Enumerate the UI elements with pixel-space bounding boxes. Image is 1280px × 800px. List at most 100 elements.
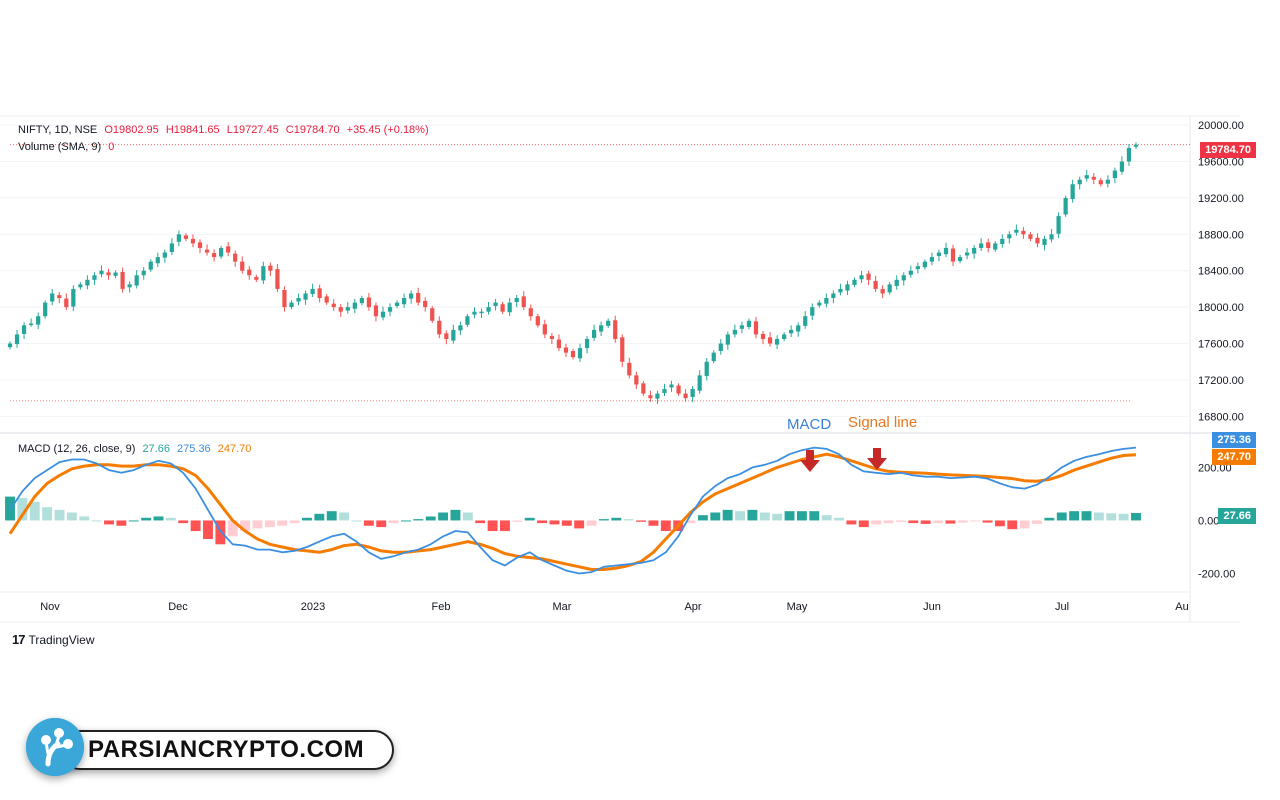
macd-histogram-bar [240,520,251,532]
time-tick-label: Jul [1055,601,1069,613]
candle-body [880,288,885,294]
candle-body [409,293,414,299]
candle [711,350,716,364]
candle [599,321,604,336]
watermark-text: PARSIANCRYPTO.COM [88,736,365,763]
macd-histogram-bar [735,511,745,521]
candle [493,298,498,311]
macd-histogram [5,496,1141,545]
candle-body [894,279,899,287]
macd-histogram-bar [487,520,498,532]
candle-body [141,270,146,276]
macd-histogram-bar [586,520,597,526]
candle-body [254,276,259,280]
macd-histogram-bar [549,520,560,525]
change-value: +35.45 (+0.18%) [346,124,429,136]
candle-body [908,270,913,275]
macd-histogram-bar [54,509,65,521]
candle-body [211,253,217,258]
macd-histogram-bar [574,520,585,529]
candle-body [753,321,759,335]
candle [1126,144,1132,166]
macd-histogram-bar [834,517,844,521]
candle-body [852,279,857,285]
candle [352,298,357,314]
candle-body [289,302,294,308]
price-tick-label: 18400.00 [1198,266,1244,278]
candle-body [782,334,787,339]
candle-body [472,311,477,315]
macd-histogram-bar [846,520,857,525]
candle-body [366,297,372,308]
candle-body [282,290,287,308]
candle [507,298,512,316]
candle [1056,212,1061,239]
candle-body [979,243,984,248]
candle [99,265,104,278]
candle-body [964,252,970,256]
candle-body [683,393,688,399]
candle-body [1084,175,1089,179]
macd-histogram-bar [277,520,288,526]
macd-hist-badge: 27.66 [1218,508,1256,524]
macd-histogram-bar [302,517,312,521]
watermark: PARSIANCRYPTO.COM [26,718,394,776]
candle-body [676,385,681,394]
candle-body [739,325,745,329]
candle [732,324,737,338]
candle [1091,173,1096,185]
macd-histogram-bar [598,519,609,521]
candle [387,303,393,317]
macd-histogram-bar [537,520,548,524]
candle [226,241,231,257]
macd-histogram-bar [1069,511,1080,521]
volume-value: 0 [108,141,115,153]
candle-body [148,261,153,270]
candle [486,301,491,315]
candle [275,263,280,292]
candle-body [1000,238,1005,244]
open-value: O19802.95 [104,124,159,136]
candle [648,390,653,402]
candle [500,301,505,314]
candle [690,386,695,403]
macd-histogram-bar [895,520,906,522]
candle [620,334,625,367]
macd-line-value: 275.36 [177,443,211,455]
candle [14,329,20,348]
macd-histogram-bar [660,520,671,532]
candle [972,244,977,259]
candle [21,322,27,340]
candle [366,293,372,311]
tradingview-logo[interactable]: 17 TradingView [12,632,95,647]
candle [169,238,174,255]
candle-body [113,272,118,276]
candle [1077,176,1082,190]
candle-body [606,320,611,326]
watermark-logo-icon [26,718,84,776]
candle [556,334,562,352]
candle [282,286,287,312]
candle-body [1063,197,1068,215]
macd-histogram-bar [1032,520,1042,524]
down-arrow-icon [867,448,887,470]
candle [964,248,970,260]
candle-body [373,305,379,317]
candle [817,300,822,308]
price-legend: NIFTY, 1D, NSE O19802.95 H19841.65 L1972… [18,124,433,136]
candle-body [528,308,533,317]
candle-body [219,247,224,257]
macd-histogram-bar [1106,513,1117,521]
candle [739,321,745,334]
candle [1112,167,1117,184]
candle [71,285,76,312]
candle [1000,234,1005,248]
macd-histogram-bar [759,512,770,521]
price-tick-label: 16800.00 [1198,411,1244,423]
macd-histogram-bar [1056,512,1067,521]
candle-body [233,253,238,262]
candle [50,289,55,306]
macd-line [9,446,1137,575]
candle-body [993,243,998,250]
candle [1119,156,1125,175]
